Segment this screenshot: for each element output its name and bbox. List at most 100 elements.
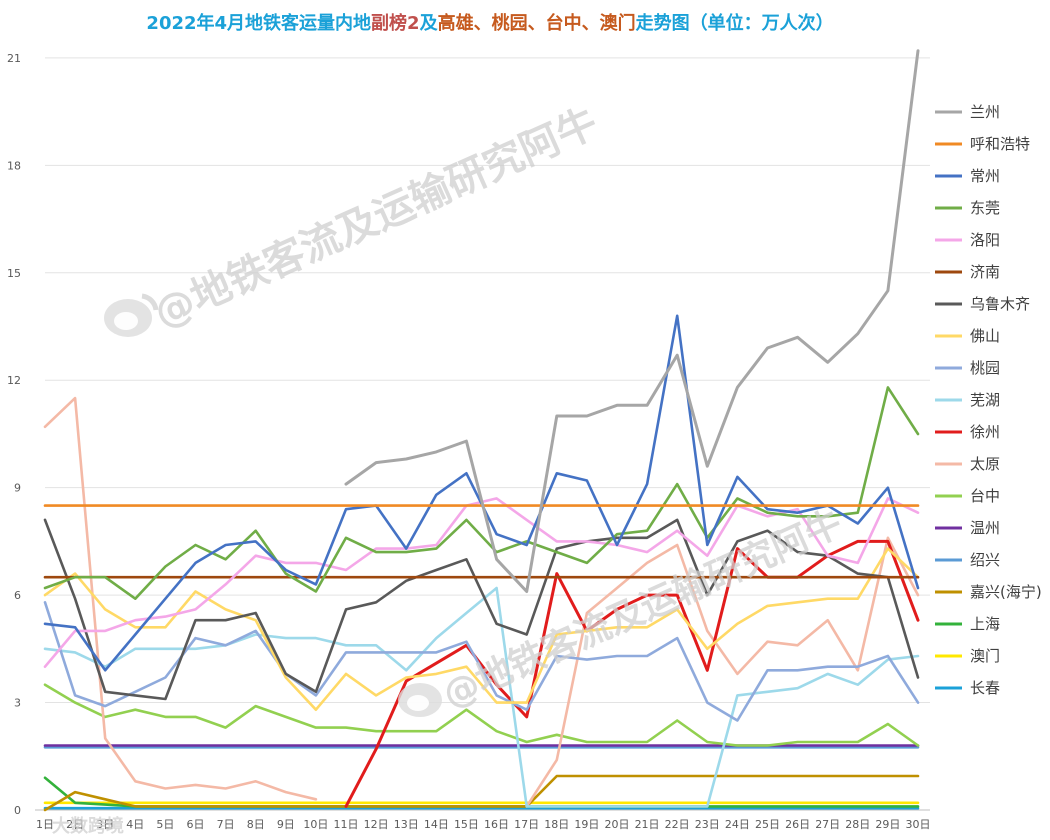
x-tick-label: 2日 (66, 818, 84, 831)
y-tick-label: 15 (7, 267, 21, 280)
chart-title-segment: 2022年4月地铁客运量内地 (146, 12, 371, 34)
legend-label: 芜湖 (970, 391, 1000, 409)
legend-item: 太原 (935, 455, 1000, 473)
x-tick-label: 25日 (755, 818, 780, 831)
series-line (43, 547, 920, 711)
x-tick-label: 8日 (247, 818, 265, 831)
x-tick-label: 13日 (394, 818, 419, 831)
legend-label: 常州 (970, 167, 1000, 185)
legend-label: 绍兴 (970, 551, 1000, 569)
legend-item: 东莞 (935, 199, 1000, 217)
x-tick-label: 12日 (364, 818, 389, 831)
chart-title-segment: 副榜2 (371, 12, 420, 34)
x-tick-label: 10日 (303, 818, 328, 831)
x-tick-label: 7日 (217, 818, 235, 831)
legend-item: 佛山 (935, 327, 1000, 345)
x-tick-label: 16日 (484, 818, 509, 831)
y-tick-label: 18 (7, 159, 21, 172)
series-line (43, 601, 920, 722)
legend-item: 兰州 (935, 103, 1000, 121)
legend-item: 澳门 (935, 647, 1000, 665)
x-tick-label: 18日 (544, 818, 569, 831)
y-tick-label: 21 (7, 52, 21, 65)
y-tick-label: 6 (14, 589, 21, 602)
y-tick-label: 3 (14, 697, 21, 710)
x-tick-label: 5日 (156, 818, 174, 831)
series-line (43, 518, 920, 701)
legend-item: 洛阳 (935, 231, 1000, 249)
series-line (43, 586, 920, 808)
legend-item: 台中 (935, 487, 1000, 505)
x-tick-label: 26日 (785, 818, 810, 831)
x-tick-label: 11日 (334, 818, 359, 831)
legend-item: 芜湖 (935, 391, 1000, 409)
y-tick-label: 9 (14, 482, 21, 495)
legend-label: 呼和浩特 (970, 135, 1030, 153)
y-tick-label: 0 (14, 804, 21, 817)
corner-watermark: 大数跨境 (52, 815, 124, 837)
x-tick-label: 23日 (695, 818, 720, 831)
legend-label: 长春 (970, 679, 1000, 697)
x-tick-label: 6日 (187, 818, 205, 831)
x-tick-label: 14日 (424, 818, 449, 831)
series-line (43, 774, 920, 812)
x-tick-label: 28日 (845, 818, 870, 831)
legend: 兰州呼和浩特常州东莞洛阳济南乌鲁木齐佛山桃园芜湖徐州太原台中温州绍兴嘉兴(海宁)… (935, 103, 1042, 697)
x-tick-label: 15日 (454, 818, 479, 831)
chart-title-segment: 走势图（单位：万人次） (636, 12, 834, 34)
legend-item: 呼和浩特 (935, 135, 1030, 153)
x-tick-label: 9日 (277, 818, 295, 831)
legend-label: 嘉兴(海宁) (970, 583, 1042, 601)
chart-title-segment: 高雄、桃园、台中、澳门 (438, 12, 636, 34)
legend-label: 桃园 (970, 359, 1000, 377)
legend-item: 乌鲁木齐 (935, 295, 1030, 313)
x-tick-label: 22日 (665, 818, 690, 831)
series-line (43, 314, 920, 672)
legend-label: 兰州 (970, 103, 1000, 121)
legend-label: 台中 (970, 487, 1000, 505)
legend-item: 温州 (935, 519, 1000, 537)
x-tick-label: 4日 (126, 818, 144, 831)
legend-item: 常州 (935, 167, 1000, 185)
x-tick-label: 27日 (815, 818, 840, 831)
x-tick-label: 20日 (604, 818, 629, 831)
x-tick-label: 24日 (725, 818, 750, 831)
series-line (344, 539, 920, 808)
x-tick-label: 17日 (514, 818, 539, 831)
series-line (43, 396, 920, 808)
legend-item: 徐州 (935, 423, 1000, 441)
legend-label: 乌鲁木齐 (970, 295, 1030, 313)
y-tick-label: 12 (7, 374, 21, 387)
weibo-icon (398, 683, 442, 717)
chart-title: 2022年4月地铁客运量内地副榜2及高雄、桃园、台中、澳门走势图（单位：万人次） (146, 12, 833, 34)
legend-item: 桃园 (935, 359, 1000, 377)
legend-label: 济南 (970, 263, 1000, 281)
legend-label: 徐州 (970, 423, 1000, 441)
chart-title-segment: 及 (420, 13, 439, 34)
x-tick-label: 19日 (574, 818, 599, 831)
watermark-text: @地铁客流及运输研究阿牛 (147, 100, 604, 337)
legend-item: 上海 (935, 615, 1000, 633)
x-axis: 1日 2日 3日 4日 5日 6日 7日 8日 9日 10日 11日 12日 13日 14日 15日 16日 1… (36, 818, 931, 831)
legend-item: 长春 (935, 679, 1000, 697)
y-axis: 0 3 6 9 12 15 18 21 (7, 52, 21, 817)
x-tick-label: 29日 (875, 818, 900, 831)
legend-item: 绍兴 (935, 551, 1000, 569)
legend-label: 洛阳 (970, 231, 1000, 249)
series-line (344, 49, 920, 593)
legend-item: 济南 (935, 263, 1000, 281)
x-tick-label: 30日 (906, 818, 931, 831)
legend-label: 澳门 (970, 647, 1000, 665)
series-line (43, 683, 920, 747)
x-tick-label: 21日 (635, 818, 660, 831)
x-tick-label: 3日 (96, 818, 114, 831)
x-tick-label: 1日 (36, 818, 54, 831)
legend-label: 东莞 (970, 199, 1000, 217)
legend-label: 温州 (970, 519, 1000, 537)
legend-label: 佛山 (970, 327, 1000, 345)
legend-label: 太原 (970, 455, 1000, 473)
series-lines (43, 49, 920, 812)
legend-label: 上海 (970, 615, 1000, 633)
legend-item: 嘉兴(海宁) (935, 583, 1042, 601)
